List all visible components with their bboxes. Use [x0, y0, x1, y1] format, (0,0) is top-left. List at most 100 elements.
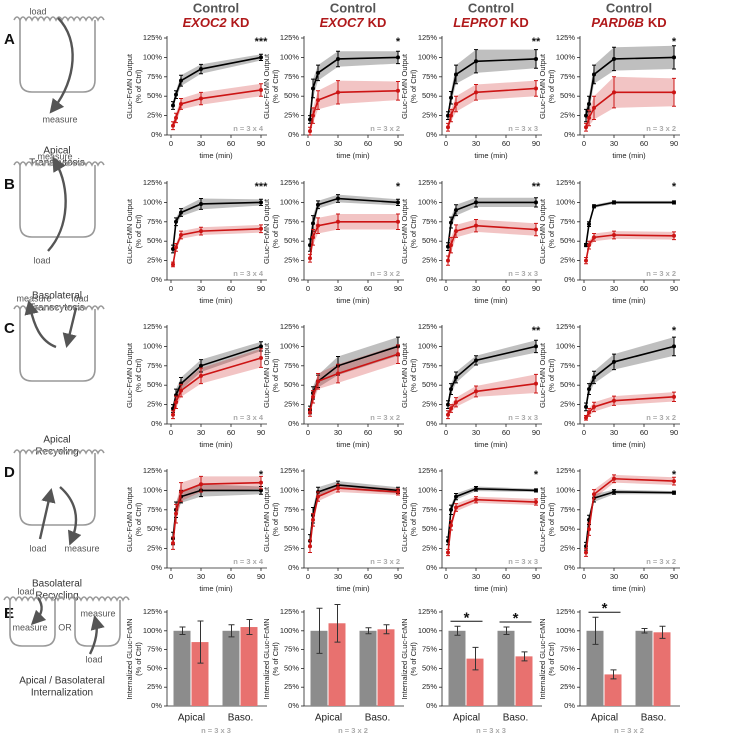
data-point: [454, 494, 458, 499]
diagram-label: measure: [80, 608, 115, 618]
data-point: [336, 90, 340, 95]
y-tick-label: 0%: [288, 701, 299, 710]
x-tick-label: 0: [306, 284, 310, 293]
error-band: [310, 337, 398, 414]
bar: [604, 674, 622, 706]
row-caption: Basolateral: [32, 291, 82, 302]
bar: [222, 630, 240, 706]
error-band: [310, 214, 398, 263]
y-axis-label: GLuc-FcMN Output: [262, 198, 271, 264]
data-point: [446, 244, 450, 249]
y-tick-label: 0%: [288, 563, 299, 572]
y-tick-label: 50%: [422, 236, 437, 245]
n-label: n = 3 x 4: [233, 413, 264, 422]
data-point: [587, 243, 591, 248]
x-tick-label: 0: [169, 428, 173, 437]
category-label: Baso.: [228, 713, 254, 724]
error-bar: [316, 607, 323, 654]
data-point: [612, 359, 616, 364]
data-point: [592, 404, 596, 409]
y-tick-label: 125%: [143, 466, 163, 475]
y-tick-label: 125%: [280, 466, 300, 475]
error-bar: [610, 669, 617, 680]
y-tick-label: 25%: [422, 111, 437, 120]
y-axis-label: (% of Ctrl): [271, 69, 280, 103]
error-bar: [592, 616, 599, 645]
data-point: [308, 256, 312, 261]
y-tick-label: 100%: [143, 626, 163, 635]
y-tick-label: 25%: [147, 111, 162, 120]
y-axis-label: GLuc-FcMN Output: [400, 486, 409, 552]
error-bar: [454, 625, 461, 636]
error-band: [173, 54, 261, 110]
kd-suffix: KD: [510, 15, 529, 30]
y-tick-label: 0%: [426, 275, 437, 284]
y-tick-label: 50%: [147, 380, 162, 389]
y-tick-label: 75%: [147, 645, 162, 654]
y-tick-label: 25%: [284, 682, 299, 691]
gene-name: PARD6B: [591, 15, 644, 30]
y-tick-label: 125%: [143, 322, 163, 331]
n-label: n = 3 x 2: [646, 413, 676, 422]
y-tick-label: 125%: [143, 178, 163, 187]
diagram-label: measure: [64, 543, 99, 553]
data-point: [396, 352, 400, 357]
bar: [497, 630, 515, 706]
y-tick-label: 0%: [288, 419, 299, 428]
x-tick-label: 90: [532, 284, 540, 293]
n-label: n = 3 x 4: [233, 124, 264, 133]
data-point: [584, 404, 588, 409]
data-point: [587, 527, 591, 532]
y-tick-label: 75%: [147, 361, 162, 370]
diagram-label: load: [71, 293, 88, 303]
error-bar: [472, 646, 479, 671]
data-point: [584, 415, 588, 420]
x-tick-label: 60: [227, 139, 235, 148]
data-point: [612, 232, 616, 237]
y-tick-label: 25%: [422, 682, 437, 691]
x-tick-label: 60: [502, 428, 510, 437]
category-label: Baso.: [503, 713, 529, 724]
y-tick-label: 75%: [560, 645, 575, 654]
y-axis-label: (% of Ctrl): [547, 358, 556, 392]
y-tick-label: 0%: [151, 130, 162, 139]
row-letter: D: [4, 464, 15, 481]
y-tick-label: 25%: [147, 544, 162, 553]
column-control: Control: [330, 0, 376, 15]
x-tick-label: 90: [532, 428, 540, 437]
x-tick-label: 90: [257, 428, 265, 437]
arrow: [24, 299, 57, 349]
x-tick-label: 90: [257, 284, 265, 293]
cell-outline: [9, 600, 56, 647]
n-label: n = 3 x 2: [646, 557, 676, 566]
error-band: [310, 51, 398, 124]
data-point: [474, 389, 478, 394]
y-axis-label: (% of Ctrl): [134, 502, 143, 536]
y-tick-label: 0%: [151, 701, 162, 710]
data-point: [336, 56, 340, 61]
bar: [240, 627, 258, 706]
y-tick-label: 0%: [564, 563, 575, 572]
n-label: n = 3 x 2: [614, 726, 644, 734]
n-label: n = 3 x 3: [508, 557, 538, 566]
error-band: [586, 489, 674, 551]
error-band: [173, 348, 261, 419]
data-point: [171, 103, 175, 108]
row-letter: C: [4, 320, 15, 337]
y-axis-label: (% of Ctrl): [547, 502, 556, 536]
data-point: [171, 541, 175, 546]
data-point: [259, 480, 263, 485]
data-point: [396, 219, 400, 224]
x-tick-label: 0: [306, 572, 310, 581]
data-point: [584, 258, 588, 263]
category-label: Baso.: [365, 713, 391, 724]
error-bar: [521, 651, 528, 662]
data-point: [311, 221, 315, 226]
x-tick-label: 30: [197, 284, 205, 293]
y-tick-label: 50%: [147, 524, 162, 533]
bar: [448, 630, 466, 706]
x-tick-label: 90: [394, 572, 402, 581]
x-tick-label: 90: [394, 284, 402, 293]
y-axis-label: GLuc-FcMN Output: [538, 342, 547, 408]
x-tick-label: 30: [197, 139, 205, 148]
